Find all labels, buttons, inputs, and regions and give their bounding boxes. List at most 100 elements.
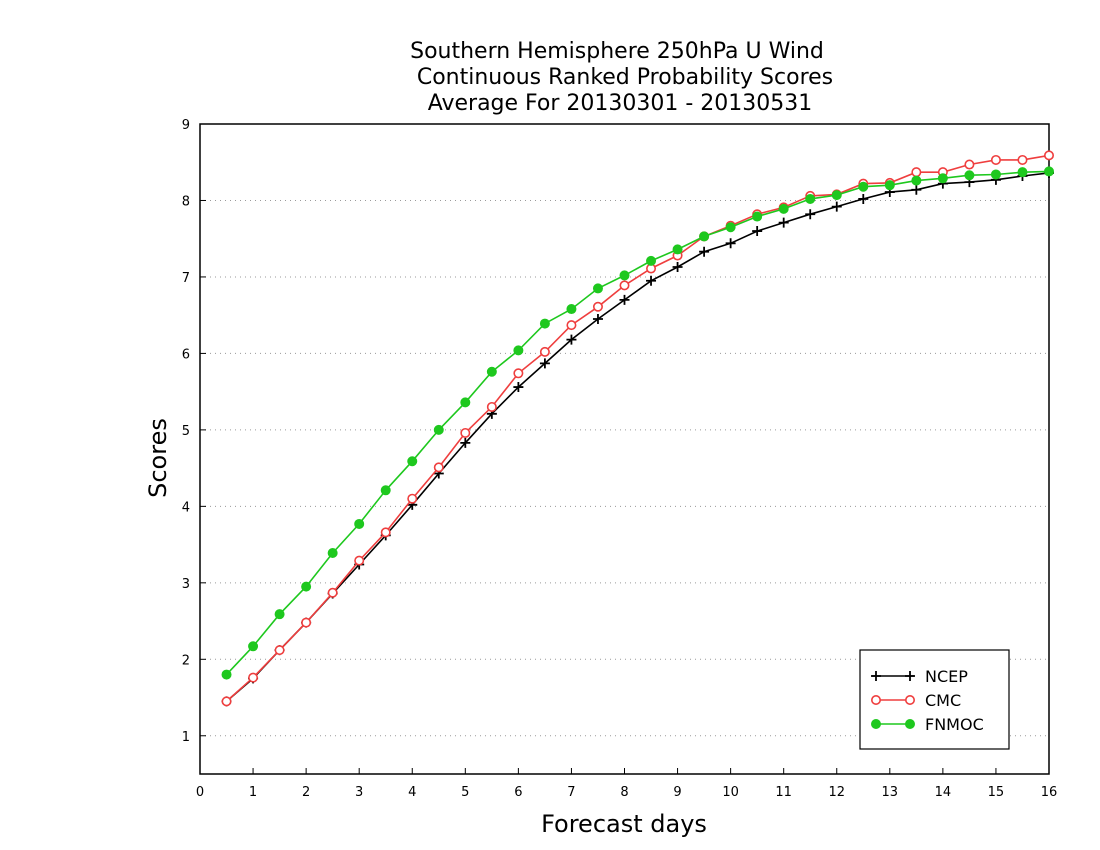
series-fnmoc-point-4 xyxy=(327,548,338,558)
series-cmc-point-3 xyxy=(301,617,312,628)
series-fnmoc-point-0 xyxy=(221,669,232,680)
chart-subtitle-2: Average For 20130301 - 20130531 xyxy=(428,91,813,116)
series-fnmoc-point-9 xyxy=(460,397,471,408)
legend-marker-start-fnmoc xyxy=(871,719,881,729)
series-cmc-point-2 xyxy=(274,645,285,656)
series-fnmoc-point-20 xyxy=(752,211,763,222)
series-cmc-point-14 xyxy=(592,301,603,312)
series-fnmoc-point-17 xyxy=(672,244,683,255)
y-tick-label-8: 8 xyxy=(182,194,190,209)
y-tick-label-6: 6 xyxy=(182,347,190,362)
series-fnmoc-point-31 xyxy=(1044,166,1054,177)
series-ncep-point-17 xyxy=(672,262,683,272)
series-cmc-point-1 xyxy=(248,672,259,683)
series-cmc-point-10 xyxy=(486,401,497,412)
series-ncep-point-18 xyxy=(699,246,710,257)
legend-marker-start-cmc xyxy=(870,694,881,705)
series-fnmoc-point-1 xyxy=(248,641,259,652)
series-fnmoc-point-22 xyxy=(805,193,816,204)
series-cmc-point-0 xyxy=(221,696,232,707)
legend-label-fnmoc: FNMOC xyxy=(925,715,984,734)
series-cmc-point-13 xyxy=(566,320,577,331)
series-fnmoc-point-28 xyxy=(964,170,975,181)
series-cmc-point-31 xyxy=(1044,150,1055,161)
series-cmc-point-26 xyxy=(911,167,922,178)
series-cmc-point-28 xyxy=(964,159,975,170)
series-cmc-line xyxy=(225,154,1050,702)
series-fnmoc xyxy=(221,166,1054,680)
x-tick-label-15: 15 xyxy=(988,785,1005,800)
x-tick-label-6: 6 xyxy=(514,785,522,800)
series-cmc-point-5 xyxy=(354,555,365,566)
series-cmc xyxy=(221,150,1055,707)
series-cmc-point-6 xyxy=(380,527,391,538)
x-tick-label-3: 3 xyxy=(355,785,363,800)
series-fnmoc-point-19 xyxy=(725,222,736,233)
series-fnmoc-point-12 xyxy=(539,318,550,329)
series-ncep-point-16 xyxy=(646,275,657,286)
series-fnmoc-point-2 xyxy=(274,609,285,620)
x-tick-label-0: 0 xyxy=(196,785,204,800)
series-fnmoc-point-6 xyxy=(380,485,391,496)
x-tick-label-13: 13 xyxy=(882,785,899,800)
series-cmc-point-11 xyxy=(513,368,524,379)
series-cmc-point-30 xyxy=(1017,154,1028,165)
y-tick-label-3: 3 xyxy=(182,577,190,592)
series-fnmoc-point-8 xyxy=(433,424,444,435)
chart-subtitle: Continuous Ranked Probability Scores xyxy=(417,65,833,90)
x-tick-label-7: 7 xyxy=(567,785,575,800)
series-fnmoc-point-26 xyxy=(911,175,922,186)
series-cmc-point-15 xyxy=(619,280,630,291)
legend: NCEP CMC FNMOC xyxy=(859,649,1010,750)
x-tick-label-2: 2 xyxy=(302,785,310,800)
series-ncep-point-21 xyxy=(778,217,789,228)
legend-label-cmc: CMC xyxy=(925,691,961,710)
x-tick-label-5: 5 xyxy=(461,785,469,800)
x-tick-label-1: 1 xyxy=(249,785,257,800)
series-fnmoc-point-10 xyxy=(486,366,497,377)
x-tick-label-4: 4 xyxy=(408,785,416,800)
legend-marker-end-ncep xyxy=(905,671,915,681)
series-ncep-point-15 xyxy=(619,294,630,305)
series-ncep-point-9 xyxy=(460,437,471,448)
series-fnmoc-point-30 xyxy=(1017,167,1028,178)
x-tick-label-14: 14 xyxy=(935,785,952,800)
series-cmc-point-12 xyxy=(539,346,550,357)
series-ncep-point-26 xyxy=(911,184,922,195)
series-cmc-point-4 xyxy=(327,587,338,598)
series-cmc-point-8 xyxy=(433,462,444,473)
series-cmc-point-29 xyxy=(990,154,1001,165)
series-cmc-point-9 xyxy=(460,427,471,438)
series-ncep xyxy=(221,167,1054,707)
x-tick-label-11: 11 xyxy=(775,785,792,800)
legend-marker-end-fnmoc xyxy=(905,719,915,729)
series-ncep-point-23 xyxy=(831,201,842,212)
series-fnmoc-point-13 xyxy=(566,304,577,315)
y-tick-label-7: 7 xyxy=(182,271,190,286)
legend-label-ncep: NCEP xyxy=(925,667,968,686)
series-ncep-point-12 xyxy=(539,358,550,369)
series-fnmoc-point-16 xyxy=(646,255,657,266)
series-fnmoc-point-14 xyxy=(592,283,603,294)
y-axis-title: Scores xyxy=(144,418,172,498)
series-fnmoc-point-5 xyxy=(354,518,365,529)
series-cmc-point-7 xyxy=(407,493,418,504)
y-tick-label-2: 2 xyxy=(182,653,190,668)
series-fnmoc-point-24 xyxy=(858,181,869,192)
series-ncep-point-19 xyxy=(725,238,736,249)
legend-marker-end-cmc xyxy=(904,694,915,705)
chart-title: Southern Hemisphere 250hPa U Wind xyxy=(410,39,824,64)
series-fnmoc-point-18 xyxy=(699,231,710,242)
y-tick-label-4: 4 xyxy=(182,500,190,515)
series-fnmoc-point-23 xyxy=(831,190,842,201)
series-fnmoc-point-27 xyxy=(937,173,948,184)
series-ncep-point-20 xyxy=(752,226,763,237)
series-fnmoc-point-21 xyxy=(778,203,789,214)
series-fnmoc-point-7 xyxy=(407,456,418,467)
series-ncep-point-24 xyxy=(858,193,869,204)
series-fnmoc-point-25 xyxy=(884,180,895,191)
x-axis-title: Forecast days xyxy=(541,810,707,838)
series-ncep-point-11 xyxy=(513,382,524,393)
